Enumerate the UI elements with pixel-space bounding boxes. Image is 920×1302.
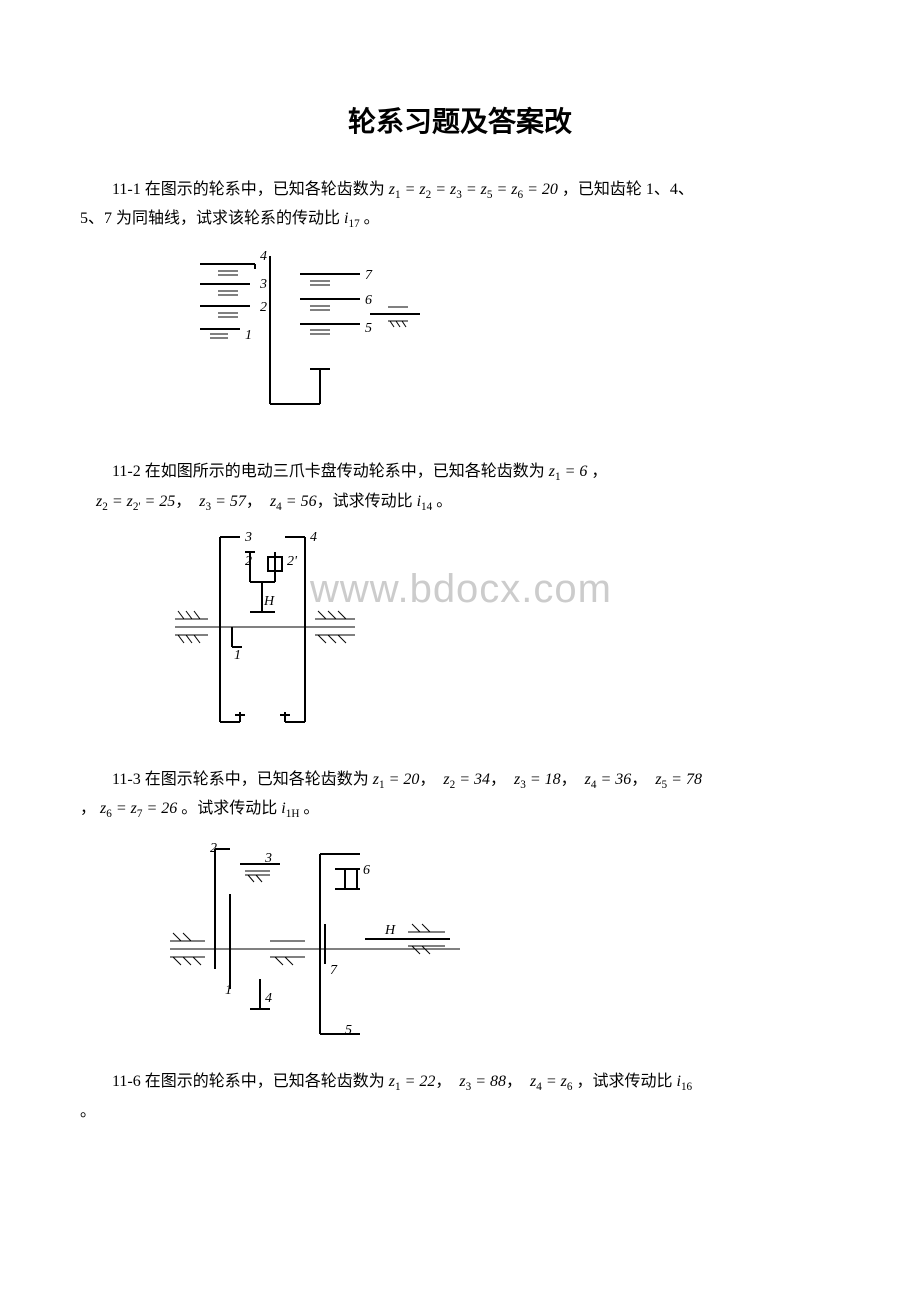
problem-11-2: 11-2 在如图所示的电动三爪卡盘传动轮系中，已知各轮齿数为 z1 = 6 ， …	[80, 458, 840, 741]
svg-text:3: 3	[264, 851, 272, 866]
svg-text:1: 1	[245, 328, 252, 343]
p4-label: 11-6	[112, 1073, 141, 1090]
svg-text:3: 3	[244, 530, 252, 545]
problem-11-6-text: 11-6 在图示的轮系中，已知各轮齿数为 z1 = 22， z3 = 88， z…	[80, 1068, 840, 1097]
p3-f2: z2 = 34	[443, 771, 490, 788]
p1-i: i17	[344, 210, 360, 227]
p2-i: i14	[417, 493, 433, 510]
figure-11-2: www.bdocx.com	[160, 527, 840, 742]
p1-label: 11-1	[112, 181, 141, 198]
p3-f6: z6 = z7 = 26	[100, 800, 177, 817]
p2-f1: z1 = 6	[549, 463, 588, 480]
svg-text:1: 1	[225, 983, 232, 998]
svg-text:4: 4	[260, 249, 267, 264]
p3-f3: z3 = 18	[514, 771, 561, 788]
p2-f3: z3 = 57	[199, 493, 246, 510]
p3-f5: z5 = 78	[655, 771, 702, 788]
problem-11-1: 11-1 在图示的轮系中，已知各轮齿数为 z1 = z2 = z3 = z5 =…	[80, 176, 840, 434]
svg-text:2: 2	[210, 841, 217, 856]
problem-11-3-text2: ， z6 = z7 = 26 。试求传动比 i1H 。	[80, 795, 840, 824]
svg-text:7: 7	[330, 963, 338, 978]
svg-text:4: 4	[310, 530, 317, 545]
p3-f1: z1 = 20	[373, 771, 420, 788]
problem-11-3: 11-3 在图示轮系中，已知各轮齿数为 z1 = 20， z2 = 34， z3…	[80, 766, 840, 1044]
p3-before: 在图示轮系中，已知各轮齿数为	[145, 771, 369, 788]
problem-11-6-text2: 。	[80, 1098, 840, 1125]
p2-line2-after: ，试求传动比	[317, 493, 413, 510]
p4-after: ，试求传动比	[576, 1073, 672, 1090]
p4-f2: z3 = 88	[459, 1073, 506, 1090]
figure-11-3: 2 3 1 4 5 6 7 H	[160, 834, 840, 1044]
svg-text:2': 2'	[287, 554, 298, 569]
p4-i: i16	[677, 1073, 693, 1090]
p1-line2-before: 5、7 为同轴线，试求该轮系的传动比	[80, 210, 340, 227]
p4-line2: 。	[80, 1103, 96, 1120]
p4-f1: z1 = 22	[389, 1073, 436, 1090]
p3-i: i1H	[281, 800, 299, 817]
p3-f4: z4 = 36	[585, 771, 632, 788]
p1-after: ，已知齿轮 1、4、	[562, 181, 694, 198]
problem-11-2-text2: z2 = z2' = 25， z3 = 57， z4 = 56，试求传动比 i1…	[96, 488, 840, 517]
svg-text:1: 1	[234, 648, 241, 663]
p2-sep1: ，	[591, 463, 607, 480]
svg-text:6: 6	[365, 293, 372, 308]
svg-text:2: 2	[260, 300, 267, 315]
svg-text:5: 5	[345, 1023, 352, 1038]
p3-line2-before: ，	[80, 800, 96, 817]
problem-11-3-text: 11-3 在图示轮系中，已知各轮齿数为 z1 = 20， z2 = 34， z3…	[80, 766, 840, 795]
p3-line2-mid: 。试求传动比	[181, 800, 277, 817]
p2-before: 在如图所示的电动三爪卡盘传动轮系中，已知各轮齿数为	[145, 463, 545, 480]
p1-eq: z1 = z2 = z3 = z5 = z6 = 20	[389, 181, 558, 198]
p2-label: 11-2	[112, 463, 141, 480]
page-title: 轮系习题及答案改	[80, 100, 840, 140]
p2-f2: z2 = z2' = 25	[96, 493, 175, 510]
svg-text:6: 6	[363, 863, 370, 878]
svg-text:4: 4	[265, 991, 272, 1006]
svg-text:3: 3	[259, 277, 267, 292]
svg-text:7: 7	[365, 268, 373, 283]
fig1-svg: 4 3 2 1 7 6 5	[160, 244, 440, 434]
svg-text:2: 2	[245, 554, 252, 569]
p3-label: 11-3	[112, 771, 141, 788]
p1-line2-after: 。	[364, 210, 380, 227]
fig3-svg: 2 3 1 4 5 6 7 H	[160, 834, 470, 1044]
problem-11-1-text: 11-1 在图示的轮系中，已知各轮齿数为 z1 = z2 = z3 = z5 =…	[80, 176, 840, 205]
p1-before: 在图示的轮系中，已知各轮齿数为	[145, 181, 385, 198]
problem-11-6: 11-6 在图示的轮系中，已知各轮齿数为 z1 = 22， z3 = 88， z…	[80, 1068, 840, 1124]
svg-text:H: H	[263, 594, 275, 609]
figure-11-1: 4 3 2 1 7 6 5	[160, 244, 840, 434]
p2-end: 。	[436, 493, 452, 510]
svg-text:H: H	[384, 923, 396, 938]
p4-before: 在图示的轮系中，已知各轮齿数为	[145, 1073, 385, 1090]
p2-f4: z4 = 56	[270, 493, 317, 510]
problem-11-2-text: 11-2 在如图所示的电动三爪卡盘传动轮系中，已知各轮齿数为 z1 = 6 ，	[80, 458, 840, 487]
svg-text:5: 5	[365, 321, 372, 336]
problem-11-1-text2: 5、7 为同轴线，试求该轮系的传动比 i17 。	[80, 205, 840, 234]
fig2-svg: 3 4 2 2' H 1	[160, 527, 370, 742]
p4-f3: z4 = z6	[530, 1073, 572, 1090]
p3-end: 。	[303, 800, 319, 817]
